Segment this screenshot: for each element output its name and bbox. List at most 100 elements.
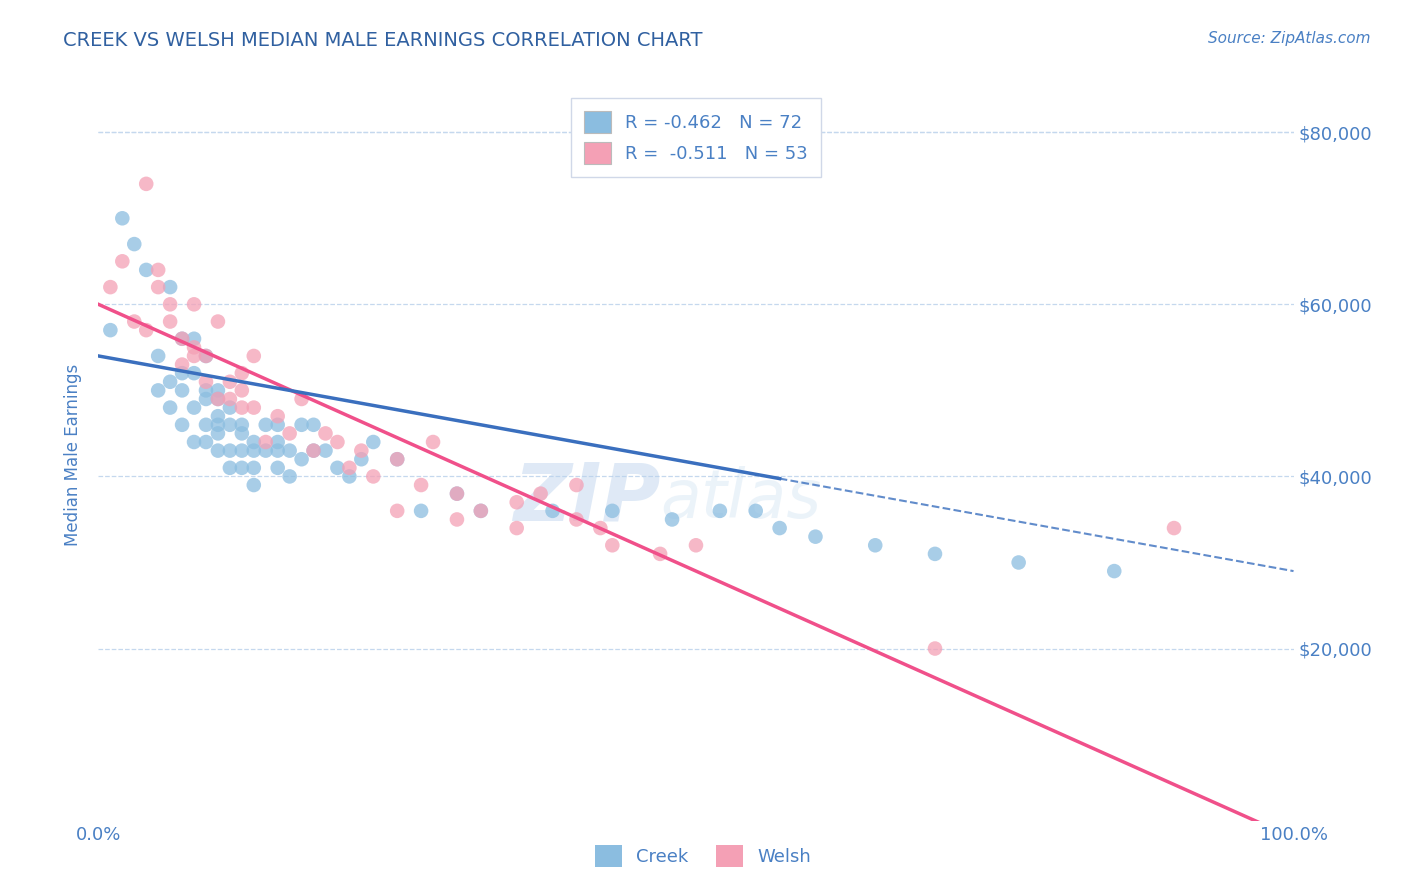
Point <box>98 323 122 337</box>
Point <box>219 460 242 475</box>
Point <box>183 366 205 380</box>
Point <box>243 460 266 475</box>
Point <box>219 392 242 406</box>
Point <box>195 392 218 406</box>
Point <box>350 452 373 467</box>
Text: Source: ZipAtlas.com: Source: ZipAtlas.com <box>1208 31 1371 46</box>
Point <box>124 314 146 328</box>
Point <box>243 435 266 450</box>
Point <box>768 521 790 535</box>
Point <box>589 521 612 535</box>
Point <box>207 392 229 406</box>
Y-axis label: Median Male Earnings: Median Male Earnings <box>65 364 83 546</box>
Point <box>422 435 444 450</box>
Point <box>148 349 170 363</box>
Point <box>326 460 349 475</box>
Point <box>195 349 218 363</box>
Point <box>267 460 290 475</box>
Point <box>339 460 361 475</box>
Point <box>924 547 946 561</box>
Point <box>207 409 229 424</box>
Point <box>278 443 301 458</box>
Point <box>219 443 242 458</box>
Point <box>385 504 409 518</box>
Point <box>1104 564 1126 578</box>
Point <box>159 401 181 415</box>
Point <box>219 417 242 432</box>
Point <box>254 443 277 458</box>
Point <box>411 478 433 492</box>
Point <box>135 323 157 337</box>
Point <box>302 443 325 458</box>
Point <box>339 469 361 483</box>
Point <box>602 504 624 518</box>
Point <box>135 177 157 191</box>
Point <box>231 417 253 432</box>
Point <box>195 417 218 432</box>
Point <box>385 452 409 467</box>
Point <box>602 538 624 552</box>
Point <box>470 504 492 518</box>
Point <box>148 263 170 277</box>
Point <box>207 384 229 398</box>
Point <box>291 417 314 432</box>
Point <box>172 332 194 346</box>
Point <box>326 435 349 450</box>
Point <box>231 460 253 475</box>
Point <box>148 384 170 398</box>
Point <box>530 486 553 500</box>
Point <box>159 280 181 294</box>
Point <box>98 280 122 294</box>
Point <box>446 512 468 526</box>
Point <box>243 401 266 415</box>
Point <box>648 547 672 561</box>
Legend: Creek, Welsh: Creek, Welsh <box>588 838 818 874</box>
Point <box>183 297 205 311</box>
Point <box>315 443 337 458</box>
Point <box>302 443 325 458</box>
Text: atlas: atlas <box>661 466 821 532</box>
Point <box>411 504 433 518</box>
Point <box>446 486 468 500</box>
Point <box>865 538 887 552</box>
Point <box>506 521 529 535</box>
Point <box>363 469 385 483</box>
Point <box>291 452 314 467</box>
Text: CREEK VS WELSH MEDIAN MALE EARNINGS CORRELATION CHART: CREEK VS WELSH MEDIAN MALE EARNINGS CORR… <box>63 31 703 50</box>
Point <box>302 417 325 432</box>
Point <box>385 452 409 467</box>
Point <box>195 375 218 389</box>
Point <box>159 375 181 389</box>
Point <box>172 384 194 398</box>
Point <box>135 263 157 277</box>
Point <box>924 641 946 656</box>
Point <box>1163 521 1185 535</box>
Point <box>243 349 266 363</box>
Point <box>172 358 194 372</box>
Point <box>172 417 194 432</box>
Point <box>243 478 266 492</box>
Point <box>207 314 229 328</box>
Point <box>254 417 277 432</box>
Point <box>541 504 564 518</box>
Point <box>267 409 290 424</box>
Point <box>172 332 194 346</box>
Point <box>363 435 385 450</box>
Point <box>278 469 301 483</box>
Point <box>207 417 229 432</box>
Point <box>470 504 492 518</box>
Point <box>219 401 242 415</box>
Point <box>267 417 290 432</box>
Point <box>231 366 253 380</box>
Point <box>254 435 277 450</box>
Point <box>231 384 253 398</box>
Point <box>350 443 373 458</box>
Point <box>231 401 253 415</box>
Point <box>111 211 134 226</box>
Point <box>446 486 468 500</box>
Point <box>183 349 205 363</box>
Point <box>172 366 194 380</box>
Point <box>195 384 218 398</box>
Point <box>124 237 146 252</box>
Point <box>804 530 827 544</box>
